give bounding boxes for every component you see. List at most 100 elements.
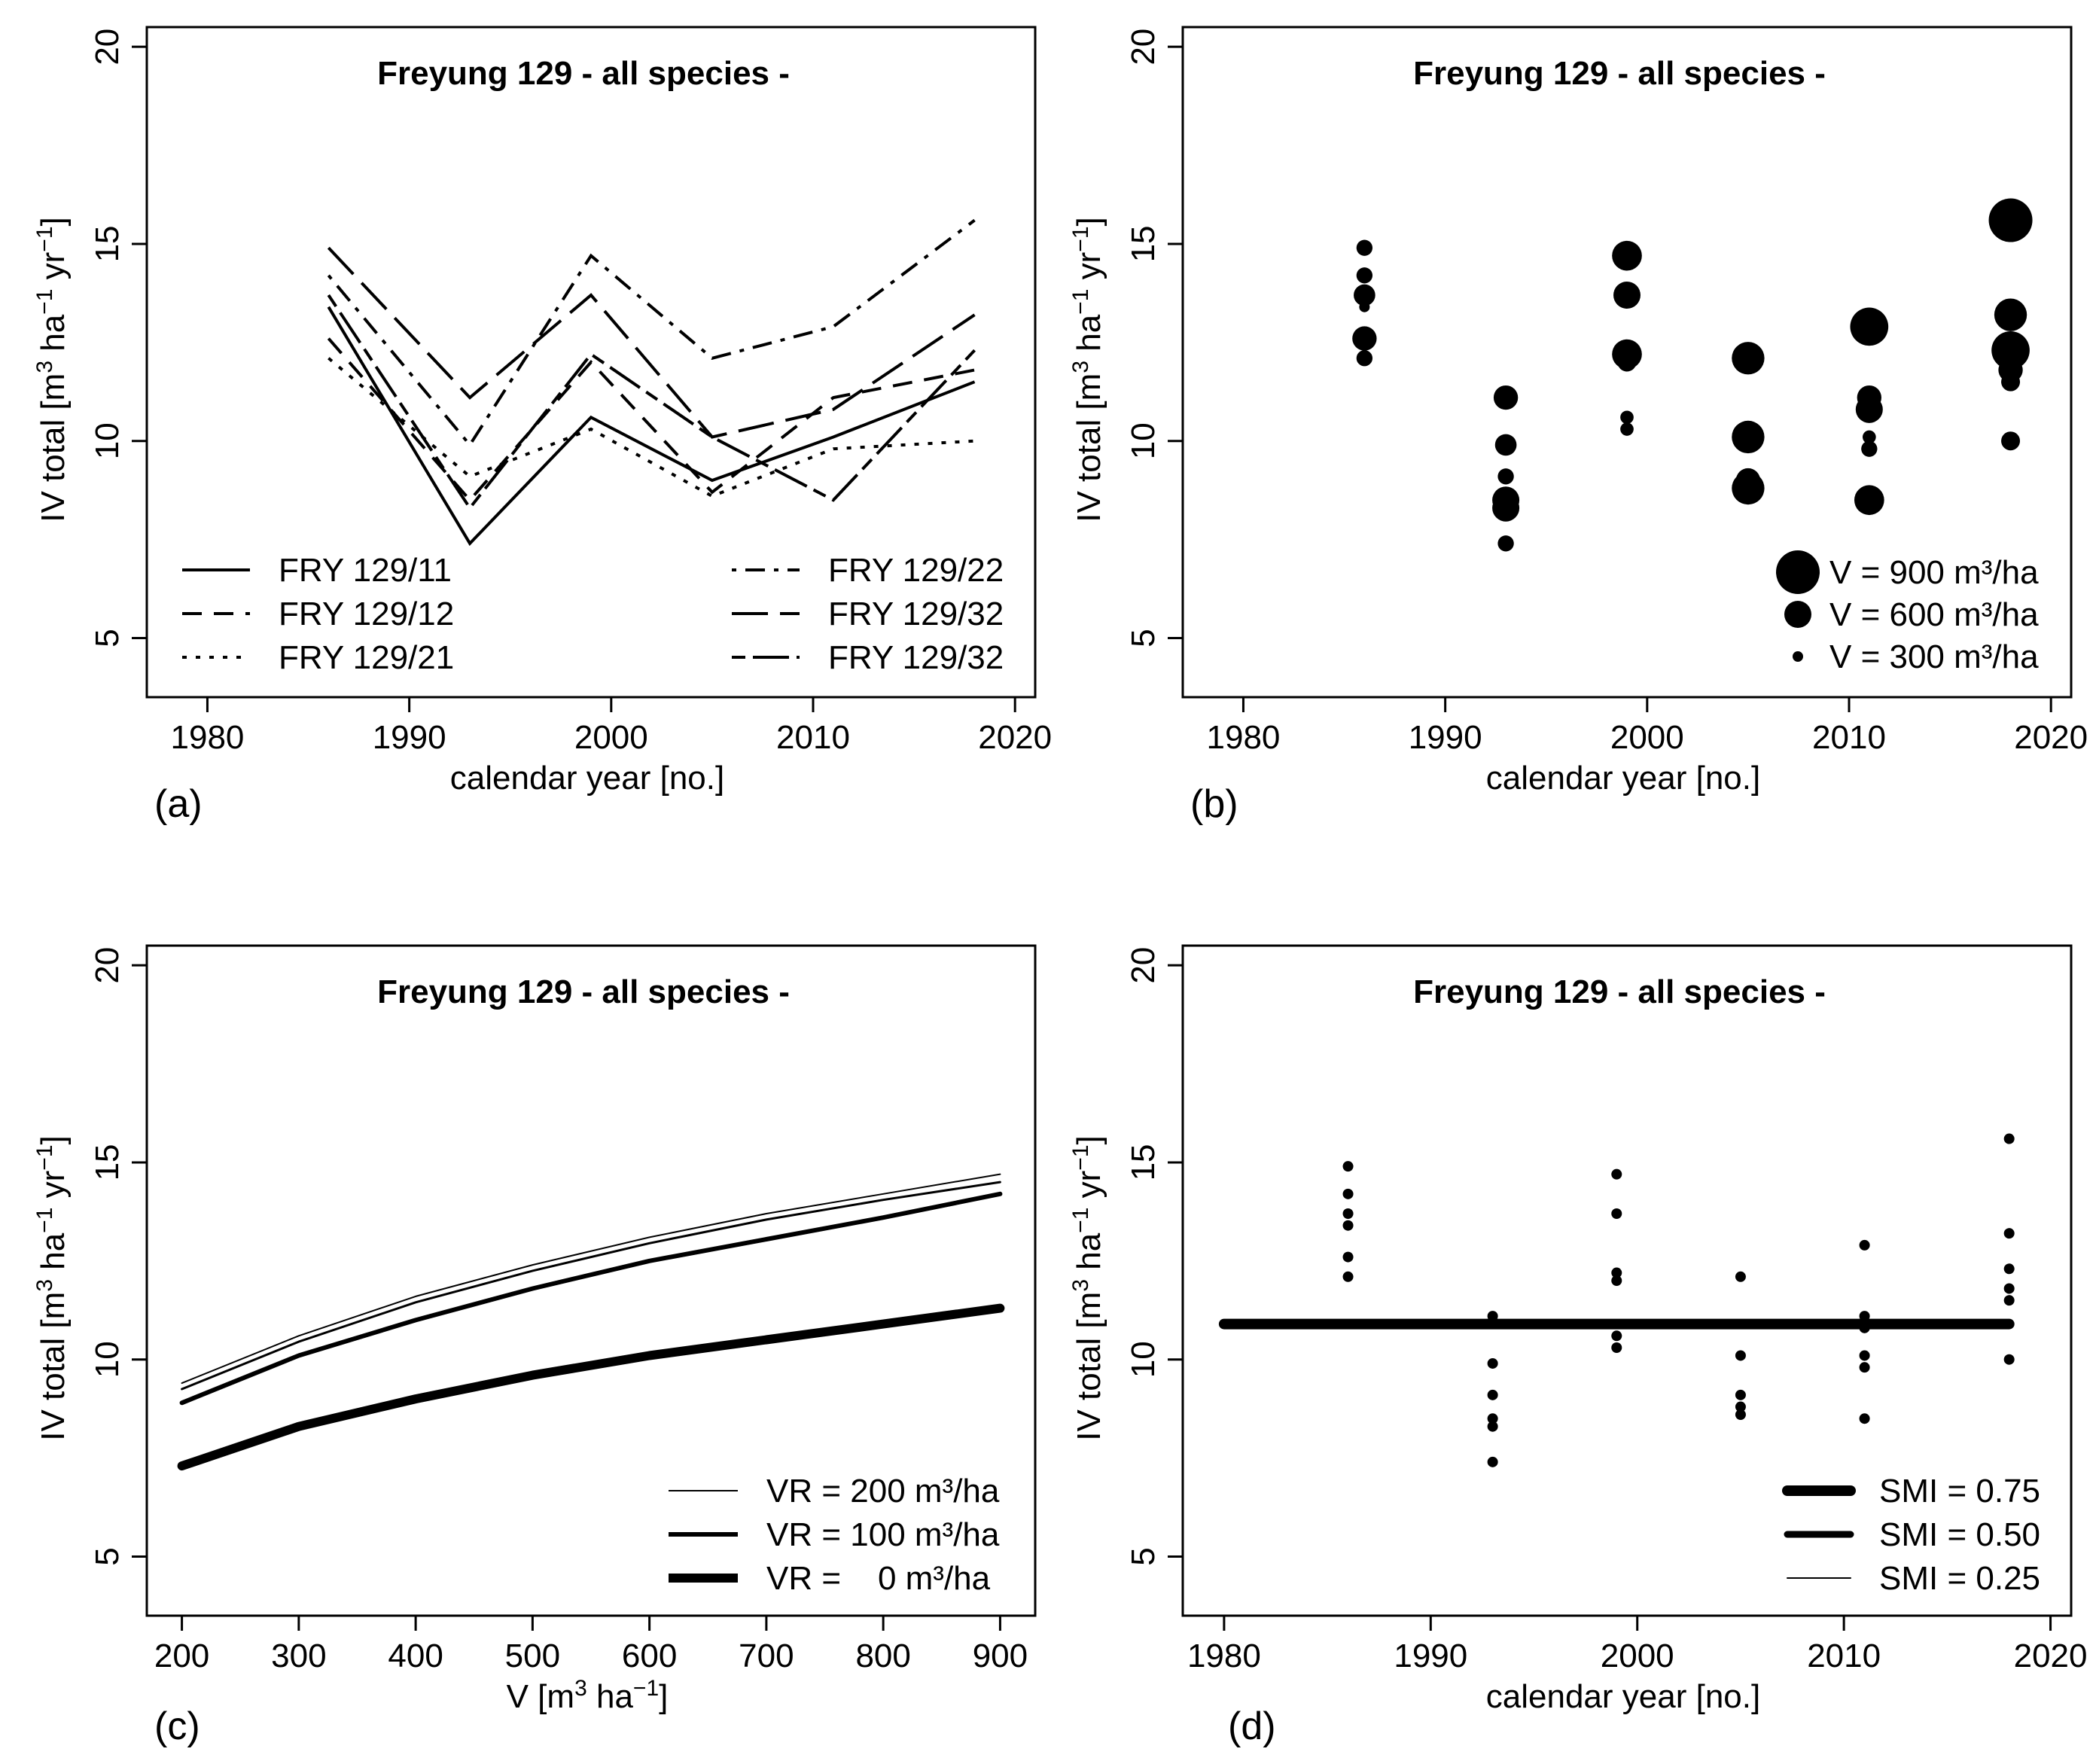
- legend-label: FRY 129/12: [279, 596, 454, 632]
- y-tick-label: 5: [1125, 1547, 1162, 1565]
- plot-frame: [145, 944, 1037, 1617]
- data-point: [2003, 1295, 2015, 1306]
- y-tick-label: 5: [89, 629, 126, 647]
- data-point: [1352, 326, 1377, 351]
- plot-frame: [1181, 944, 2073, 1617]
- data-point: [1611, 1208, 1622, 1219]
- data-point: [2003, 1283, 2015, 1294]
- y-axis-label: IV total [m3 ha−1 yr−1]: [1068, 217, 1108, 522]
- data-point: [1342, 1188, 1354, 1199]
- data-point: [1735, 1409, 1746, 1420]
- data-point: [1617, 352, 1637, 372]
- data-point: [1854, 485, 1884, 516]
- data-point: [1342, 1251, 1354, 1263]
- data-point: [1487, 1413, 1498, 1424]
- x-tick-label: 400: [388, 1638, 443, 1674]
- data-point: [1735, 1271, 1746, 1282]
- data-point: [1988, 198, 2033, 242]
- legend-label: V = 900 m³/ha: [1829, 554, 2039, 591]
- data-point: [1356, 239, 1373, 256]
- y-tick-label: 10: [1125, 422, 1162, 459]
- data-point: [1487, 1357, 1498, 1369]
- data-point: [1612, 240, 1642, 271]
- x-tick-label: 500: [505, 1638, 560, 1674]
- data-point: [2003, 1354, 2015, 1365]
- panel-label: (d): [1228, 1705, 1276, 1748]
- data-point: [1487, 1389, 1498, 1400]
- data-point: [2001, 431, 2021, 451]
- y-tick-label: 5: [89, 1547, 126, 1565]
- y-tick-label: 20: [89, 29, 126, 66]
- data-point: [1487, 1456, 1498, 1467]
- data-point: [1859, 1350, 1870, 1361]
- plot-frame: [1181, 26, 2073, 699]
- panel-label: (c): [154, 1705, 200, 1748]
- data-point: [1732, 342, 1765, 375]
- data-point: [1342, 1208, 1354, 1219]
- x-tick-label: 1990: [1409, 719, 1482, 756]
- y-tick-label: 10: [89, 422, 126, 459]
- panel-a: 1980 1990 2000 2010 2020 5 10 15 20 Freyung 129 -…: [32, 26, 1052, 826]
- x-tick-label: 1980: [171, 719, 245, 756]
- x-tick-label: 1980: [1207, 719, 1281, 756]
- series-line-6: [327, 294, 976, 511]
- data-point: [2003, 1263, 2015, 1275]
- data-point: [1342, 1271, 1354, 1282]
- x-tick-label: 1990: [1394, 1638, 1467, 1674]
- x-tick-label: 1980: [1187, 1638, 1261, 1674]
- data-point: [1620, 422, 1634, 436]
- x-tick-label: 2010: [776, 719, 850, 756]
- data-point: [1862, 430, 1876, 444]
- data-point: [1732, 420, 1765, 454]
- y-tick-label: 15: [89, 1144, 126, 1181]
- legend-label: VR = 100 m³/ha: [766, 1516, 1000, 1553]
- x-axis-label: calendar year [no.]: [1486, 1678, 1760, 1715]
- panel-d: 1980 1990 2000 2010 2020 5 10 15 20 Freyung 129 -…: [1068, 944, 2088, 1748]
- x-tick-label: 2000: [1601, 1638, 1674, 1674]
- y-axis-label: IV total [m3 ha−1 yr−1]: [32, 217, 72, 522]
- data-point: [1855, 395, 1883, 423]
- y-tick-label: 20: [1125, 947, 1162, 984]
- data-point: [1354, 284, 1376, 306]
- series-line-2: [327, 337, 975, 503]
- x-tick-label: 2020: [2014, 719, 2088, 756]
- y-tick-label: 15: [1125, 1144, 1162, 1181]
- data-point: [1859, 1311, 1870, 1322]
- series-line-1: [327, 306, 976, 547]
- data-point: [1487, 1311, 1498, 1322]
- x-tick-label: 600: [622, 1638, 677, 1674]
- legend-marker: [1793, 651, 1803, 662]
- x-tick-label: 2000: [1610, 719, 1684, 756]
- data-point: [1611, 1342, 1622, 1353]
- legend-label: FRY 129/11: [279, 552, 452, 589]
- x-tick-label: 2020: [2014, 1638, 2088, 1674]
- legend-label: SMI = 0.75: [1879, 1473, 2040, 1510]
- data-point: [1735, 1401, 1746, 1412]
- data-point: [1494, 434, 1517, 456]
- x-tick-label: 200: [154, 1638, 209, 1674]
- data-point: [1859, 1413, 1870, 1424]
- panel-label: (b): [1190, 782, 1238, 826]
- data-point: [1611, 1275, 1622, 1286]
- data-point: [1850, 307, 1889, 346]
- legend-label: VR = 0 m³/ha: [766, 1560, 991, 1597]
- legend-label: SMI = 0.50: [1879, 1516, 2040, 1553]
- data-point: [1740, 488, 1756, 504]
- legend-marker: [1784, 601, 1811, 628]
- data-point: [1613, 282, 1641, 309]
- data-point: [1493, 385, 1519, 410]
- data-point: [1497, 468, 1514, 485]
- legend-label: FRY 129/32: [828, 596, 1004, 632]
- chart-title: Freyung 129 - all species -: [1413, 973, 1826, 1010]
- x-tick-label: 1990: [373, 719, 446, 756]
- data-point: [1620, 410, 1634, 425]
- plot-frame: [145, 26, 1037, 699]
- y-tick-label: 10: [89, 1341, 126, 1378]
- data-point: [2001, 372, 2021, 391]
- series-line-3: [179, 1191, 1003, 1406]
- y-tick-label: 20: [1125, 29, 1162, 66]
- x-tick-label: 300: [271, 1638, 326, 1674]
- data-point: [1356, 350, 1373, 367]
- legend-label: FRY 129/32: [828, 639, 1004, 676]
